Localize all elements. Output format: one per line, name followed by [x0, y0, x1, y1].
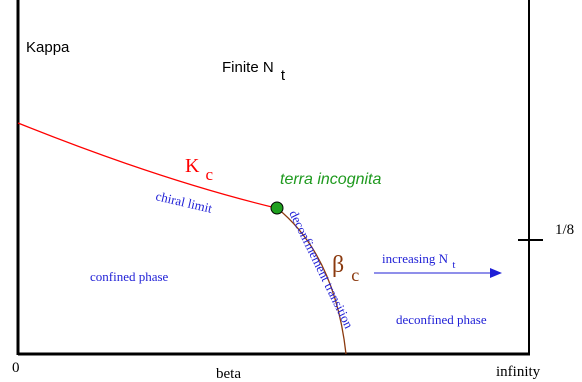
deconfined-phase-label: deconfined phase — [396, 312, 487, 327]
increasing-nt-sub: t — [452, 259, 455, 271]
title: Finite N t — [222, 59, 286, 84]
beta-c-curve — [276, 207, 347, 355]
x-origin-label: 0 — [12, 360, 20, 376]
arrow-head — [490, 268, 502, 278]
x-end-label: infinity — [496, 364, 541, 380]
terra-incognita-label: terra incognita — [280, 171, 381, 188]
confined-phase-label: confined phase — [90, 269, 169, 284]
kappa-c-sub: c — [205, 165, 213, 184]
increasing-nt-main: increasing N — [382, 251, 449, 266]
critical-point — [270, 201, 284, 215]
increasing-nt-label: increasing N t — [382, 251, 455, 271]
title-main: Finite N — [222, 59, 274, 76]
y-axis-label: Kappa — [26, 39, 70, 56]
x-axis-label: beta — [216, 366, 241, 382]
y-tick-label: 1/8 — [555, 222, 574, 238]
kappa-c-symbol: K — [185, 155, 200, 177]
beta-c-symbol: β — [332, 252, 344, 278]
chiral-limit-label: chiral limit — [154, 188, 214, 216]
kappa-c-curve — [17, 122, 277, 209]
beta-c-label: β c — [332, 252, 359, 285]
kappa-c-label: K c — [185, 155, 213, 184]
title-sub: t — [281, 67, 286, 84]
beta-c-sub: c — [351, 265, 359, 285]
